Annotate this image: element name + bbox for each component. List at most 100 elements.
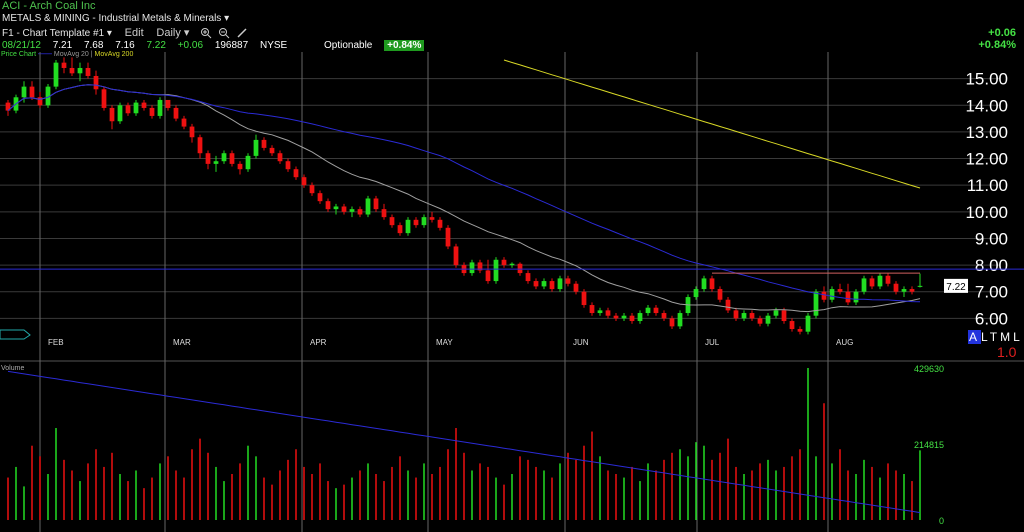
candle-body	[533, 281, 539, 287]
candle-body	[677, 313, 683, 327]
candle-body	[37, 97, 43, 106]
candle-body	[325, 201, 331, 210]
candle-body	[101, 89, 107, 108]
candle-body	[453, 246, 459, 266]
y-tick-label: 8.00	[975, 256, 1008, 275]
quote-line: 08/21/12 7.21 7.68 7.16 7.22 +0.06 19688…	[2, 40, 433, 51]
candle-body	[797, 329, 803, 332]
x-tick-label: JUL	[705, 338, 720, 347]
sector-dropdown[interactable]: METALS & MINING - Industrial Metals & Mi…	[2, 13, 230, 24]
candle-body	[445, 227, 451, 247]
scroll-marker-icon	[0, 329, 31, 340]
quote-close: 7.22	[146, 40, 166, 51]
volume-tick-label: 429630	[914, 364, 944, 374]
price-chart-label: Price Chart	[1, 51, 37, 58]
candle-body	[749, 313, 755, 319]
quote-open: 7.21	[52, 40, 73, 51]
candle-body	[229, 153, 235, 164]
symbol-title: ACI - Arch Coal Inc	[2, 0, 96, 12]
candle-body	[501, 259, 507, 266]
candle-body	[821, 291, 827, 300]
candle-body	[421, 217, 427, 226]
candle-body	[269, 147, 275, 154]
candle-body	[757, 318, 763, 324]
candle-body	[85, 67, 91, 76]
candle-body	[557, 278, 563, 290]
ma200-label: MovAvg 200	[94, 51, 134, 58]
candle-body	[885, 275, 891, 284]
volume-tick-label: 0	[939, 516, 944, 526]
candle-body	[317, 193, 323, 202]
candle-body	[381, 209, 387, 218]
candle-body	[613, 315, 619, 319]
volume-legend: Volume	[1, 365, 25, 372]
quote-volume: 196887	[214, 40, 249, 51]
edit-button[interactable]: Edit	[124, 27, 144, 39]
ma20-label: MovAvg 20	[53, 51, 89, 58]
candle-body	[405, 219, 411, 234]
candle-body	[197, 137, 203, 154]
template-dropdown[interactable]: F1 - Chart Template #1 ▾	[2, 28, 112, 39]
candle-body	[477, 262, 483, 271]
candle-body	[109, 107, 115, 122]
candle-body	[253, 139, 259, 156]
candle-body	[901, 289, 907, 292]
red-value: 1.0	[997, 344, 1017, 360]
candle-body	[173, 107, 179, 119]
candle-body	[277, 153, 283, 162]
optionable-label: Optionable	[323, 40, 373, 51]
candle-body	[301, 177, 307, 186]
altml-indicator[interactable]: ALTML	[968, 330, 1023, 344]
candle-body	[709, 278, 715, 290]
x-tick-label: FEB	[48, 338, 64, 347]
candle-body	[365, 198, 371, 215]
candle-body	[29, 86, 35, 98]
candle-body	[669, 318, 675, 327]
x-tick-label: MAR	[173, 338, 191, 347]
candle-body	[717, 289, 723, 300]
candle-body	[61, 62, 67, 68]
zoom-in-icon[interactable]	[200, 27, 212, 39]
candle-body	[589, 305, 595, 314]
candle-body	[653, 307, 659, 314]
candle-body	[861, 278, 867, 292]
candle-body	[69, 67, 75, 74]
quote-high: 7.68	[83, 40, 104, 51]
candle-body	[117, 105, 123, 122]
candle-body	[725, 299, 731, 311]
y-tick-label: 13.00	[965, 123, 1008, 142]
zoom-out-icon[interactable]	[218, 27, 230, 39]
candle-body	[357, 209, 363, 215]
x-tick-label: JUN	[573, 338, 589, 347]
candle-body	[213, 161, 219, 164]
candle-body	[493, 259, 499, 282]
candle-body	[637, 313, 643, 322]
candle-body	[845, 291, 851, 303]
right-pct-change: +0.84%	[978, 39, 1016, 51]
candle-body	[765, 315, 771, 324]
y-tick-label: 6.00	[975, 309, 1008, 328]
candle-body	[877, 275, 883, 287]
candle-body	[293, 169, 299, 178]
candle-body	[869, 278, 875, 287]
y-tick-label: 14.00	[965, 96, 1008, 115]
candle-body	[165, 99, 171, 108]
candle-body	[133, 102, 139, 114]
candle-body	[5, 102, 11, 111]
quote-low: 7.16	[115, 40, 135, 51]
candle-body	[781, 310, 787, 322]
candle-body	[261, 139, 267, 148]
candle-body	[541, 281, 547, 287]
candle-body	[21, 86, 27, 98]
volume-ma-line	[7, 370, 921, 514]
period-dropdown[interactable]: Daily ▾	[156, 27, 190, 39]
candle-body	[645, 307, 651, 314]
pencil-icon[interactable]	[236, 27, 248, 39]
candle-body	[93, 75, 99, 90]
right-change: +0.06	[988, 27, 1016, 39]
x-tick-label: AUG	[836, 338, 853, 347]
candle-body	[517, 263, 523, 274]
candle-body	[813, 291, 819, 316]
candle-body	[525, 273, 531, 282]
